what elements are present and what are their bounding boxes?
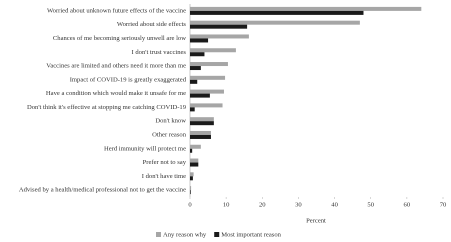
legend-swatch bbox=[214, 232, 220, 237]
legend-swatch bbox=[156, 232, 161, 237]
bar bbox=[190, 190, 191, 195]
bar bbox=[190, 93, 210, 98]
y-tick-label: Don't know bbox=[155, 118, 186, 125]
bar bbox=[190, 48, 236, 53]
y-tick-label: Worried about side effects bbox=[117, 21, 187, 28]
bar bbox=[190, 10, 364, 15]
x-tick-label: 70 bbox=[440, 202, 447, 209]
bar bbox=[190, 34, 249, 39]
y-tick-label: I don't trust vaccines bbox=[132, 49, 187, 56]
x-tick-label: 10 bbox=[223, 202, 230, 209]
x-tick-label: 0 bbox=[188, 202, 192, 209]
x-axis-label: Percent bbox=[306, 218, 326, 225]
x-tick-label: 30 bbox=[295, 202, 302, 209]
x-tick-label: 40 bbox=[331, 202, 338, 209]
y-tick-label: Don't think it's effective at stopping m… bbox=[27, 104, 187, 111]
bar bbox=[190, 176, 193, 181]
bar bbox=[190, 66, 201, 71]
bar bbox=[190, 148, 193, 153]
bar bbox=[190, 186, 192, 191]
bar bbox=[190, 162, 199, 167]
y-tick-label: Herd immunity will protect me bbox=[104, 145, 186, 152]
y-tick-label: Have a condition which would make it uns… bbox=[46, 90, 186, 97]
bar bbox=[190, 158, 199, 163]
bar bbox=[190, 79, 198, 84]
y-tick-label: Prefer not to say bbox=[143, 159, 187, 166]
bar bbox=[190, 134, 211, 139]
bar bbox=[190, 103, 223, 108]
legend-label: Any reason why bbox=[163, 232, 207, 239]
y-tick-label: Vaccines are limited and others need it … bbox=[46, 63, 186, 70]
bar bbox=[190, 62, 228, 67]
bar bbox=[190, 38, 209, 43]
x-tick-label: 50 bbox=[367, 202, 374, 209]
x-tick-label: 60 bbox=[404, 202, 411, 209]
y-tick-label: Worried about unknown future effects of … bbox=[47, 7, 186, 14]
bar bbox=[190, 24, 248, 29]
bar bbox=[190, 20, 360, 25]
bar bbox=[190, 144, 201, 149]
y-tick-label: Other reason bbox=[152, 131, 187, 138]
y-tick-label: Advised by a health/medical professional… bbox=[19, 187, 186, 194]
y-tick-label: I don't have time bbox=[142, 173, 186, 180]
y-tick-label: Impact of COVID-19 is greatly exaggerate… bbox=[70, 76, 187, 83]
x-tick-label: 20 bbox=[259, 202, 266, 209]
y-tick-label: Chances of me becoming seriously unwell … bbox=[53, 35, 186, 42]
bar bbox=[190, 107, 195, 112]
bar bbox=[190, 172, 194, 177]
legend-label: Most important reason bbox=[221, 232, 281, 239]
bar bbox=[190, 52, 205, 57]
bar bbox=[190, 89, 224, 94]
bar bbox=[190, 117, 214, 122]
bar bbox=[190, 6, 422, 11]
bar bbox=[190, 130, 211, 135]
bar bbox=[190, 75, 226, 80]
bar bbox=[190, 121, 214, 126]
